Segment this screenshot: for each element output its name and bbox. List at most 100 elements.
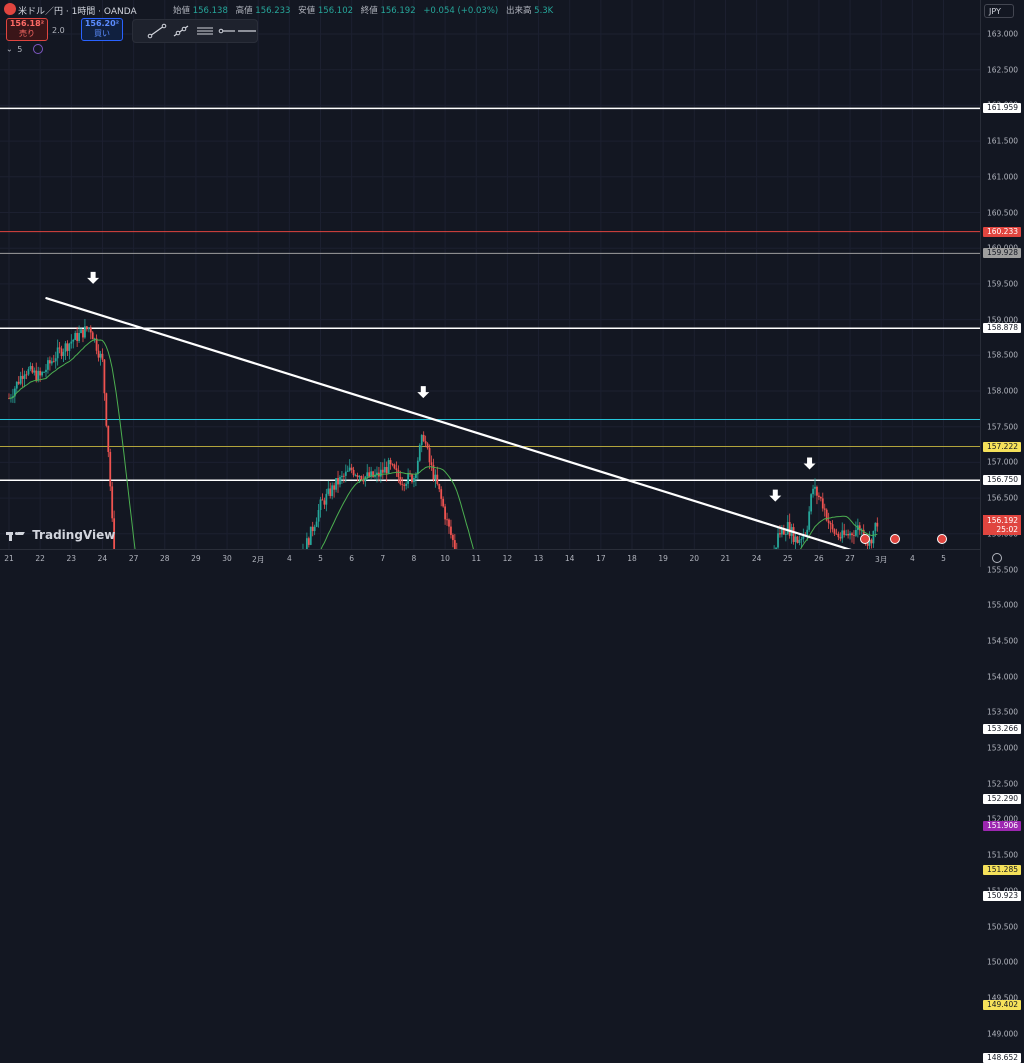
parallel-channel-tool-icon[interactable] — [195, 23, 215, 39]
candle-body — [56, 347, 59, 359]
y-tick-label: 150.500 — [987, 922, 1019, 931]
ohlc-legend: 始値 156.138 高値 156.233 安値 156.102 終値 156.… — [173, 6, 554, 16]
candle-body — [319, 499, 322, 510]
x-tick-label: 27 — [128, 554, 139, 563]
candle-body — [95, 338, 98, 351]
arrow-down-icon — [769, 489, 782, 502]
drawing-toolbar — [132, 19, 258, 43]
candle-body — [854, 529, 857, 536]
horizontal-line-tool-icon[interactable] — [237, 23, 257, 39]
y-tick-label: 157.000 — [987, 457, 1019, 467]
candle-body — [451, 534, 454, 541]
candle-body — [426, 443, 429, 449]
economic-event-icon[interactable] — [860, 534, 870, 544]
candle-body — [389, 460, 392, 465]
candle-body — [424, 441, 427, 444]
candle-body — [29, 366, 32, 370]
candle-body — [876, 522, 879, 527]
candle-body — [37, 370, 40, 381]
y-tick-label: 157.500 — [987, 422, 1019, 432]
candle-body — [372, 471, 374, 477]
level-price-label: 158.878 — [983, 323, 1021, 334]
y-tick-label: 159.000 — [987, 315, 1019, 325]
level-price-label: 156.750 — [983, 475, 1021, 486]
indicators-toggle[interactable]: ⌄ 5 — [6, 44, 43, 54]
arrow-down-icon — [803, 457, 816, 470]
economic-event-icon[interactable] — [937, 534, 947, 544]
candle-body — [54, 358, 57, 362]
level-price-label: 153.266 — [983, 724, 1021, 734]
candle-body — [60, 348, 63, 357]
y-tick-label: 152.500 — [987, 779, 1019, 789]
x-tick-label: 22 — [35, 554, 45, 563]
sell-button[interactable]: 156.18² 売り — [6, 18, 48, 41]
descending-resistance-trendline — [45, 297, 852, 549]
y-tick-label: 153.000 — [987, 743, 1019, 753]
level-price-label: 159.928 — [983, 248, 1021, 259]
candle-body — [405, 483, 408, 486]
x-tick-label: 25 — [782, 554, 793, 563]
candle-body — [798, 539, 801, 543]
candle-body — [307, 538, 310, 545]
candle-body — [344, 471, 347, 476]
candle-body — [325, 493, 328, 505]
candle-body — [821, 498, 824, 509]
candle-body — [19, 375, 22, 384]
candle-body — [362, 479, 365, 482]
candle-body — [453, 540, 456, 549]
horizontal-ray-tool-icon[interactable] — [217, 23, 237, 39]
indicator-source-icon — [32, 44, 43, 54]
candle-body — [78, 333, 80, 341]
x-tick-label: 7 — [380, 554, 386, 563]
y-tick-label: 149.000 — [987, 1029, 1019, 1039]
price-axis[interactable]: 163.000162.500162.000161.500161.000160.5… — [980, 0, 1024, 1063]
candle-body — [33, 370, 36, 373]
candle-body — [430, 462, 433, 465]
candle-body — [387, 460, 390, 474]
candle-body — [418, 445, 421, 461]
currency-selector[interactable]: JPY — [984, 4, 1014, 18]
economic-event-icon[interactable] — [890, 534, 900, 544]
x-tick-label: 23 — [66, 554, 77, 563]
candle-body — [393, 464, 396, 469]
candle-body — [434, 474, 437, 480]
candle-body — [333, 485, 336, 490]
ray-tool-icon[interactable] — [171, 23, 191, 39]
candle-body — [784, 534, 787, 535]
candle-body — [450, 526, 452, 535]
candle-body — [47, 360, 49, 370]
candle-body — [420, 434, 423, 446]
level-price-label: 151.285 — [983, 865, 1021, 876]
y-tick-label: 160.000 — [987, 244, 1018, 253]
x-tick-label: 5 — [941, 554, 946, 563]
x-tick-label: 3月 — [875, 555, 888, 564]
x-tick-label: 4 — [286, 554, 292, 563]
candle-body — [395, 468, 398, 471]
candle-body — [346, 470, 349, 472]
x-tick-label: 5 — [318, 554, 323, 563]
price-chart[interactable] — [0, 0, 980, 549]
symbol-name[interactable]: 米ドル／円 · 1時間 · OANDA — [18, 7, 137, 17]
candle-body — [872, 530, 875, 544]
candle-body — [15, 381, 18, 389]
y-tick-label: 162.500 — [987, 65, 1019, 75]
candle-body — [440, 489, 443, 499]
candle-body — [70, 341, 73, 344]
candle-body — [835, 533, 838, 535]
candle-body — [847, 534, 850, 536]
candle-body — [368, 472, 371, 477]
candle-body — [64, 343, 67, 352]
candle-body — [103, 359, 106, 394]
time-axis[interactable]: 21 22 23 24 27 28 29 30 2月 4 5 6 7 8 10 11 12 13 14 17 18 19 2… — [0, 549, 980, 568]
trendline-tool-icon[interactable] — [147, 23, 167, 39]
level-price-label: 152.290 — [983, 793, 1021, 804]
candle-body — [794, 536, 797, 542]
y-tick-label: 161.500 — [987, 136, 1019, 146]
candle-body — [843, 530, 846, 535]
axis-settings-icon[interactable] — [992, 553, 1002, 563]
candle-body — [21, 375, 24, 379]
current-price: 156.192 — [986, 516, 1018, 526]
buy-button[interactable]: 156.20² 買い — [81, 18, 123, 41]
candle-body — [775, 547, 777, 549]
chevron-down-icon: ⌄ — [6, 44, 13, 54]
